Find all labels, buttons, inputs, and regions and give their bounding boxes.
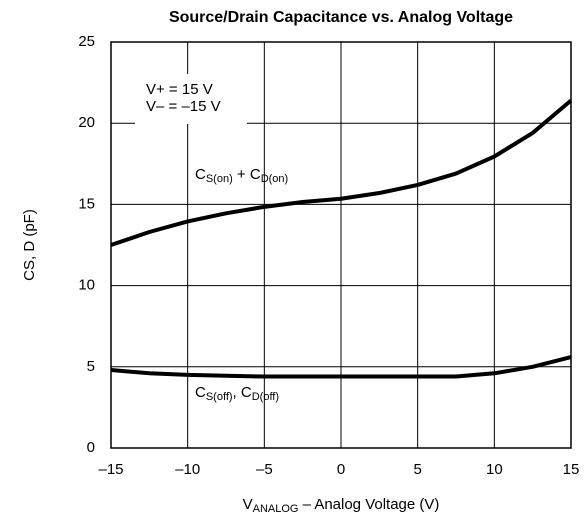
series-label-sub: S(on) [206,173,233,185]
chart-title: Source/Drain Capacitance vs. Analog Volt… [169,9,513,26]
series-line [110,98,573,247]
x-tick-label: 5 [413,461,421,478]
series-label-part: , C [233,384,252,401]
series-label: CS(on) + CD(on) [195,166,288,185]
y-tick-label: 5 [87,358,95,375]
y-tick-label: 25 [78,33,95,50]
x-tick-label: –5 [256,461,273,478]
series-label-sub: S(off) [206,391,233,403]
x-label-part: V [243,496,253,513]
y-tick-label: 0 [87,439,95,456]
x-tick-label: –15 [98,461,123,478]
x-axis-label: VANALOG – Analog Voltage (V) [243,496,440,515]
x-tick-label: 15 [563,461,580,478]
x-tick-label: 10 [486,461,503,478]
x-tick-label: –10 [175,461,200,478]
y-tick-label: 15 [78,195,95,212]
x-tick-label: 0 [337,461,345,478]
y-tick-label: 20 [78,114,95,131]
series-label-part: C [195,384,206,401]
series-label-sub: D(on) [261,173,289,185]
x-label-sub: ANALOG [253,503,299,515]
series-label-part: C [195,166,206,183]
annotation-box [135,74,247,124]
series-line [110,355,572,379]
annotation: V– = –15 V [146,98,221,115]
annotation: V+ = 15 V [146,81,213,98]
series-label-part: + C [233,166,261,183]
y-axis-label: CS, D (pF) [21,209,38,281]
y-tick-label: 10 [78,277,95,294]
series-label-sub: D(off) [252,391,279,403]
series-label: CS(off), CD(off) [195,384,279,403]
marks: CS(on) + CD(on)CS(off), CD(off) [110,98,573,403]
x-label-part: – Analog Voltage (V) [298,496,439,513]
